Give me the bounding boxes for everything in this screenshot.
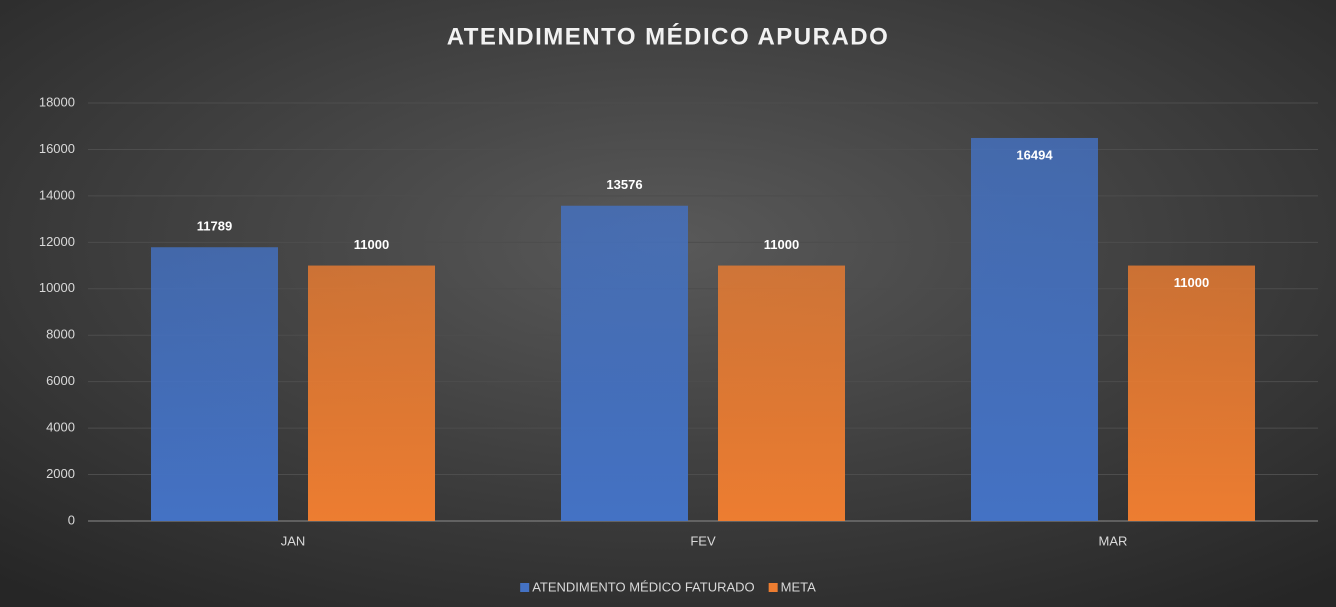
legend: ATENDIMENTO MÉDICO FATURADO META (520, 579, 816, 594)
y-tick-label: 12000 (39, 234, 75, 249)
bar (1128, 265, 1255, 521)
x-tick-label: MAR (1099, 533, 1128, 548)
x-tick-label: JAN (281, 533, 306, 548)
y-tick-label: 0 (68, 512, 75, 527)
y-tick-label: 4000 (46, 420, 75, 435)
y-tick-label: 18000 (39, 94, 75, 109)
bar (718, 265, 845, 521)
data-label: 11000 (354, 237, 389, 252)
legend-label: ATENDIMENTO MÉDICO FATURADO (532, 579, 754, 594)
legend-label: META (781, 579, 816, 594)
data-label: 13576 (606, 177, 642, 192)
bar (151, 247, 278, 521)
y-tick-label: 14000 (39, 187, 75, 202)
data-label: 11000 (764, 237, 799, 252)
data-label: 16494 (1016, 147, 1053, 162)
legend-swatch (520, 583, 530, 592)
legend-swatch (768, 583, 778, 592)
y-tick-label: 8000 (46, 327, 75, 342)
bar (561, 205, 688, 521)
x-tick-label: FEV (690, 533, 716, 548)
data-label: 11000 (1174, 275, 1209, 290)
bar (971, 137, 1098, 522)
bar (308, 265, 435, 521)
data-label: 11789 (197, 219, 232, 234)
y-tick-label: 10000 (39, 280, 75, 295)
y-tick-label: 16000 (39, 141, 75, 156)
y-tick-label: 6000 (46, 373, 75, 388)
y-tick-label: 2000 (46, 466, 75, 481)
chart-title: ATENDIMENTO MÉDICO APURADO (447, 22, 890, 50)
